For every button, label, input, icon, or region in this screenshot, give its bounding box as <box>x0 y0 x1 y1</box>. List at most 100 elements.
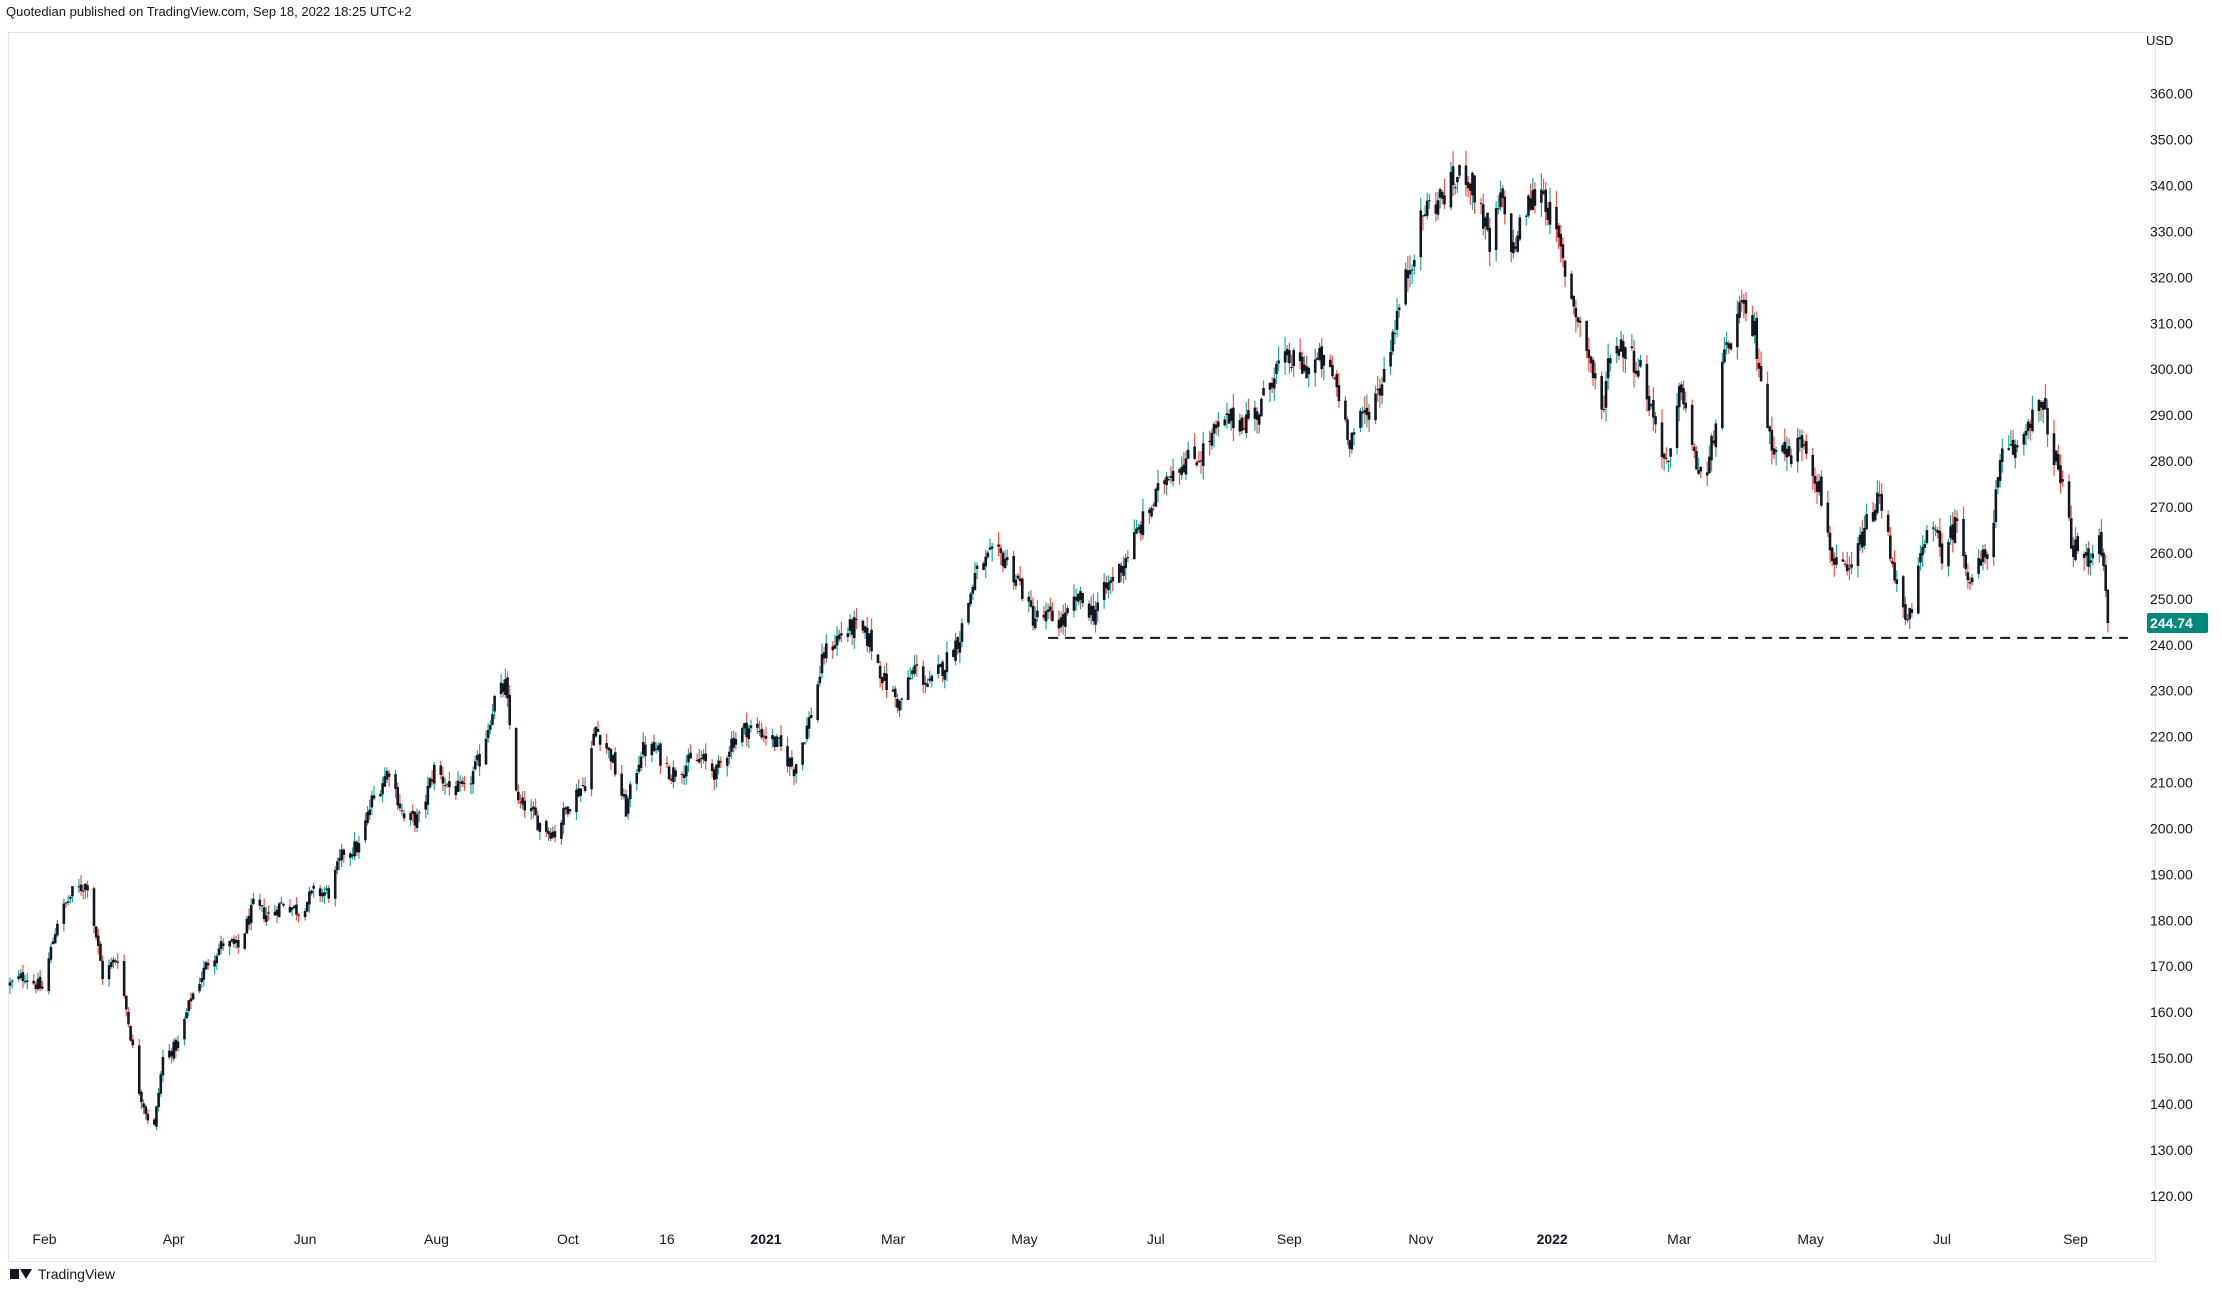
candle <box>865 616 869 653</box>
candle <box>1307 366 1311 388</box>
candle <box>1917 557 1920 615</box>
y-tick-label: 200.00 <box>2150 820 2193 836</box>
candle <box>1981 544 1985 571</box>
candle <box>1049 597 1052 620</box>
candle <box>644 736 647 767</box>
candle <box>1283 336 1287 375</box>
footer-brand[interactable]: TradingView <box>38 1266 116 1282</box>
y-tick-label: 140.00 <box>2150 1096 2193 1112</box>
candle <box>1133 519 1136 560</box>
candle <box>381 777 384 803</box>
y-tick-label: 260.00 <box>2150 545 2193 561</box>
candle <box>969 592 972 607</box>
x-tick-label: May <box>1797 1231 1823 1247</box>
candle <box>417 810 421 823</box>
candle <box>1139 520 1143 542</box>
candle <box>1301 351 1304 375</box>
candle <box>116 953 119 969</box>
tradingview-logo-icon[interactable] <box>10 1267 32 1281</box>
candle <box>486 723 490 743</box>
candle <box>1320 338 1323 378</box>
candle <box>2046 399 2049 447</box>
candle <box>1425 192 1429 220</box>
candle <box>564 806 567 815</box>
candle <box>273 905 277 916</box>
candle <box>1456 176 1459 193</box>
candle <box>168 1044 171 1060</box>
candle <box>1005 549 1009 566</box>
y-axis: USD 120.00 130.00 140.00 150.00 160.00 170.00 1… <box>2146 33 2208 1204</box>
candle <box>1546 202 1550 226</box>
candle <box>1699 465 1703 478</box>
candle <box>822 646 826 665</box>
last-price-label: 244.74 <box>2147 613 2208 634</box>
candle <box>2013 439 2017 469</box>
candle <box>2029 419 2032 441</box>
candle <box>911 667 914 680</box>
candle <box>1193 433 1196 460</box>
candle <box>1996 476 2000 495</box>
candle <box>62 898 66 932</box>
candle <box>1378 378 1382 408</box>
candle <box>809 707 813 719</box>
candle <box>1770 416 1774 465</box>
candle <box>321 888 324 903</box>
candle <box>1817 474 1821 496</box>
candle <box>1938 518 1942 557</box>
candle <box>1165 472 1168 496</box>
candle <box>891 685 895 693</box>
candle <box>1105 575 1108 594</box>
candle <box>1796 427 1799 473</box>
candle <box>921 660 925 694</box>
candle <box>1154 487 1158 507</box>
candle <box>325 885 328 895</box>
candle <box>926 678 929 688</box>
candle <box>424 794 427 819</box>
candle <box>1632 339 1636 388</box>
candle <box>745 712 748 747</box>
x-tick-label: Nov <box>1408 1231 1433 1247</box>
candle <box>2009 430 2013 447</box>
candle <box>1964 551 1967 577</box>
candle <box>1962 506 1965 568</box>
y-tick-label: 290.00 <box>2150 407 2193 423</box>
candle <box>1167 475 1171 481</box>
candle <box>710 759 714 778</box>
candle <box>1484 215 1487 240</box>
candle <box>1662 452 1666 471</box>
candle <box>140 1089 143 1110</box>
candle <box>501 679 505 697</box>
candle <box>1861 520 1864 553</box>
candle <box>64 902 68 908</box>
candle <box>1966 563 1970 589</box>
candle <box>1634 362 1638 378</box>
candle <box>1395 298 1399 338</box>
candle <box>1285 345 1289 363</box>
candle <box>1453 183 1457 195</box>
candle <box>260 904 264 913</box>
candle <box>1624 346 1627 374</box>
candle <box>999 544 1003 566</box>
candle <box>288 899 292 914</box>
candle <box>1880 483 1883 519</box>
candle <box>1863 515 1866 550</box>
candle <box>234 935 238 949</box>
candle <box>357 835 361 859</box>
candle <box>237 933 240 954</box>
candle <box>605 733 608 754</box>
candle <box>1410 264 1414 285</box>
candle <box>282 903 285 908</box>
candle <box>1197 451 1201 463</box>
candle <box>786 736 789 773</box>
candle <box>1609 354 1612 372</box>
candle <box>937 654 940 679</box>
candle <box>967 602 970 625</box>
candle <box>1798 429 1802 453</box>
candle <box>626 795 630 820</box>
candle <box>441 766 445 792</box>
candle <box>443 778 447 795</box>
candle <box>1270 376 1274 393</box>
candle <box>1389 339 1392 375</box>
chart-frame <box>8 32 2156 1262</box>
